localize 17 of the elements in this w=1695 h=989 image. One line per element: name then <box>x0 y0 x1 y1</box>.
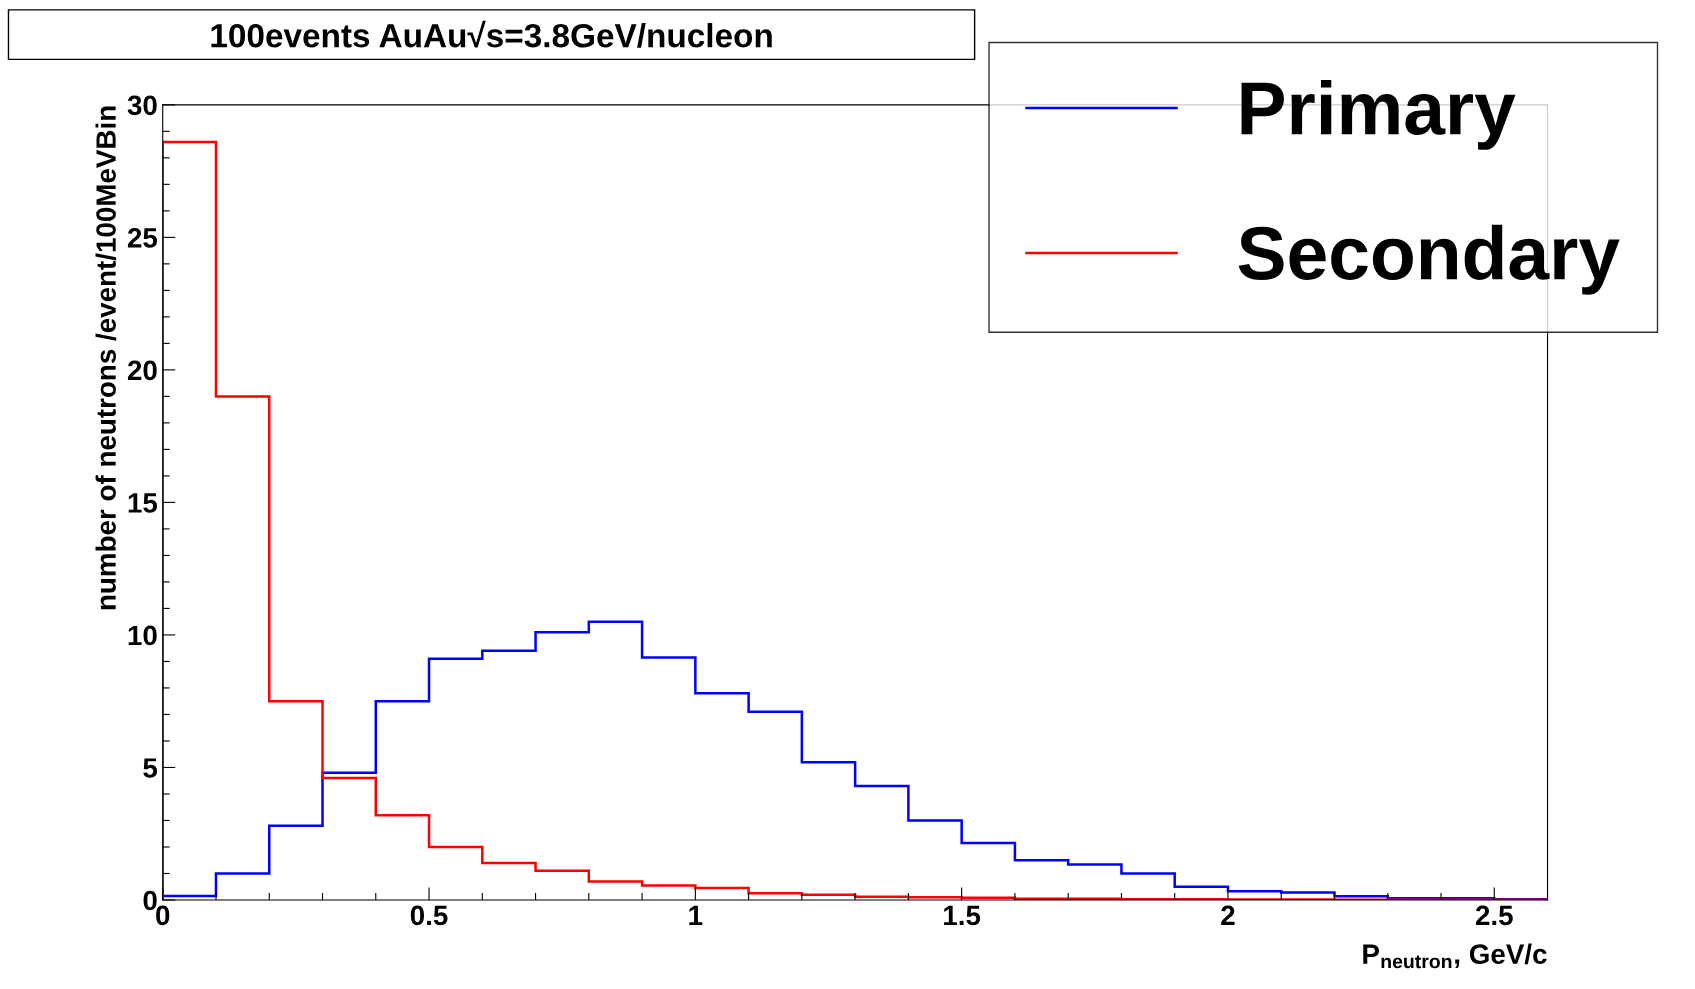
x-axis-title: P$_{neutron}$, GeV/c <box>1363 943 1547 969</box>
y-tick-label: 5 <box>143 758 158 778</box>
y-axis-title: number of neutrons /event/100MeVBin <box>95 106 117 610</box>
x-tick-label: 0.5 <box>410 905 448 926</box>
legend-label: Primary <box>1241 79 1516 150</box>
x-tick-label: 1 <box>689 905 703 925</box>
y-tick-label: 0 <box>143 890 157 911</box>
y-tick-label: 30 <box>127 95 157 116</box>
y-tick-label: 25 <box>127 228 158 248</box>
legend-label: Secondary <box>1238 224 1620 295</box>
chart-title: 100events AuAu√s=3.8GeV/nucleon <box>211 20 772 48</box>
x-tick-label: 1.5 <box>944 905 981 926</box>
x-tick-label: 2 <box>1221 905 1235 925</box>
y-tick-label: 20 <box>127 360 157 381</box>
x-tick-label: 2.5 <box>1475 905 1513 926</box>
y-tick-label: 10 <box>128 625 157 646</box>
y-tick-label: 15 <box>128 493 158 513</box>
